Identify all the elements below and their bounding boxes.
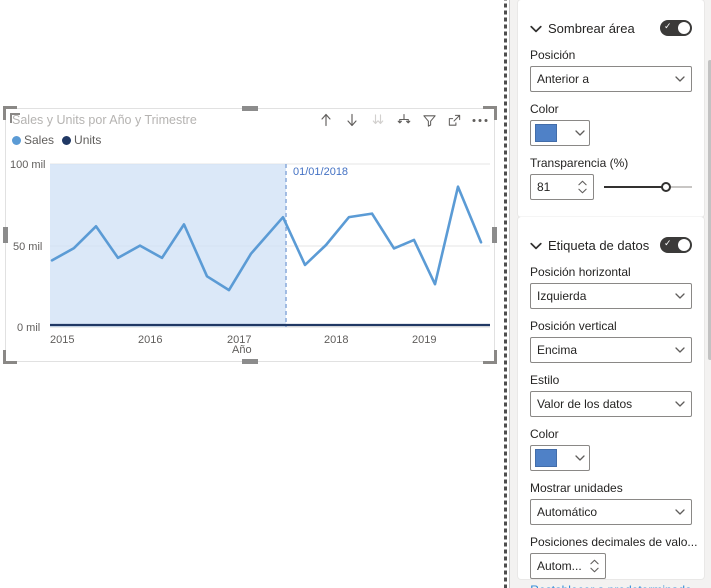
svg-text:2015: 2015 xyxy=(50,334,74,346)
svg-text:Año: Año xyxy=(232,344,252,356)
svg-text:0 mil: 0 mil xyxy=(17,322,40,334)
svg-text:01/01/2018: 01/01/2018 xyxy=(293,166,348,178)
svg-text:2016: 2016 xyxy=(138,334,162,346)
svg-text:100 mil: 100 mil xyxy=(10,159,45,171)
svg-text:2018: 2018 xyxy=(324,334,348,346)
svg-text:2019: 2019 xyxy=(412,334,436,346)
svg-text:50 mil: 50 mil xyxy=(13,241,42,253)
